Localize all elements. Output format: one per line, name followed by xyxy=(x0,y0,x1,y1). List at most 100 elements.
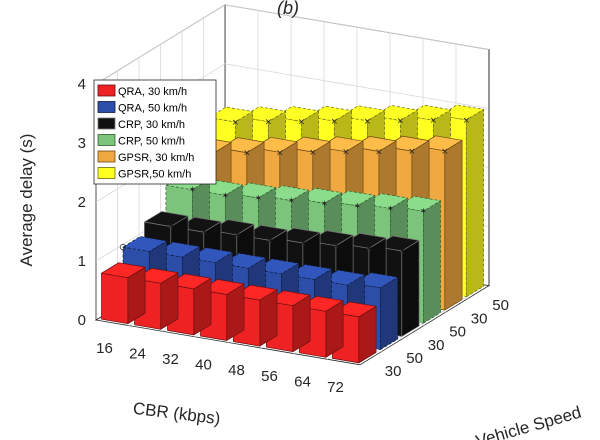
bar-marker: × xyxy=(441,147,449,157)
legend-swatch xyxy=(97,84,116,97)
bar-side-face xyxy=(465,109,484,298)
bar-side-face xyxy=(444,139,463,311)
bar-marker: × xyxy=(266,236,274,246)
depth-axis-label: Vehicle Speed xyxy=(474,403,584,440)
x-axis-label: CBR (kbps) xyxy=(132,399,222,429)
bar-marker: ✶ xyxy=(321,199,329,209)
bar xyxy=(299,295,344,358)
bar-marker: × xyxy=(265,118,273,128)
grid-line xyxy=(224,4,490,50)
z-tick-label: 4 xyxy=(78,76,86,93)
bar-marker: ✶ xyxy=(189,186,197,196)
bar xyxy=(167,273,212,336)
depth-tick-label: 30 xyxy=(471,310,488,327)
legend-label: QRA, 30 km/h xyxy=(118,86,187,98)
bar-top-face xyxy=(210,219,255,236)
x-tick-label: 32 xyxy=(162,351,179,368)
bar-marker: × xyxy=(364,117,372,127)
bar-top-face xyxy=(396,195,441,212)
legend-swatch xyxy=(97,167,116,179)
z-tick-label: 1 xyxy=(78,253,86,270)
bar-marker: ✶ xyxy=(387,205,395,215)
bar-marker: × xyxy=(397,117,405,127)
bar-top-face xyxy=(406,104,451,121)
bar-front-face xyxy=(101,272,129,325)
bar-top-face xyxy=(373,105,418,121)
bar-top-face xyxy=(200,279,245,295)
depth-tick-label: 30 xyxy=(385,363,402,380)
legend-box xyxy=(93,79,217,185)
bar-top-face xyxy=(221,252,266,269)
x-tick-label: 24 xyxy=(129,345,146,362)
legend-label: GPSR, 30 km/h xyxy=(118,152,194,164)
bar-top-face xyxy=(144,211,189,227)
bar-marker: × xyxy=(463,116,471,126)
legend-label: QRA, 50 km/h xyxy=(118,103,187,115)
bar-top-face xyxy=(243,224,288,241)
bar-marker: × xyxy=(243,149,251,159)
bar-side-face xyxy=(379,276,398,351)
bar-top-face xyxy=(208,106,253,123)
depth-tick-label: 50 xyxy=(492,297,509,314)
legend-label: GPSR,50 km/h xyxy=(118,169,191,181)
bar-marker xyxy=(119,243,127,251)
bar-marker: × xyxy=(299,239,307,249)
bar-marker: × xyxy=(398,247,406,257)
bar-top-face xyxy=(167,273,212,290)
bar-top-face xyxy=(439,104,484,121)
legend-label: CRP, 30 km/h xyxy=(118,119,185,131)
z-axis-label: Average delay (s) xyxy=(17,134,36,267)
bar-top-face xyxy=(330,190,375,207)
bar-marker: × xyxy=(342,148,350,158)
legend: QRA, 30 km/h QRA, 50 km/h CRP, 30 km/h CRP,… xyxy=(93,79,217,185)
bar-marker: ✶ xyxy=(354,202,362,212)
z-tick-label: 0 xyxy=(78,312,86,329)
legend-label: CRP, 50 km/h xyxy=(118,136,185,148)
bar xyxy=(101,262,146,325)
bar-marker: × xyxy=(331,117,339,127)
bar-top-face xyxy=(122,236,167,252)
bars-layer: ××××××××××××××××✶✶✶✶✶✶✶✶×××××××× xyxy=(101,104,484,364)
bar-marker: × xyxy=(309,148,317,158)
bar-top-face xyxy=(241,106,286,123)
bar-marker: × xyxy=(430,116,438,126)
legend-swatch xyxy=(97,134,116,146)
legend-swatch xyxy=(97,117,116,130)
bar-marker: × xyxy=(276,148,284,158)
z-tick-label: 2 xyxy=(78,194,86,211)
bar-marker: × xyxy=(200,228,208,238)
bar-marker: × xyxy=(375,147,383,157)
z-tick-label: 3 xyxy=(78,135,86,152)
depth-tick-label: 50 xyxy=(449,324,466,341)
bar-top-face xyxy=(188,247,233,264)
bar-top-face xyxy=(101,262,146,279)
bar-marker: ✶ xyxy=(255,194,263,204)
x-tick-label: 40 xyxy=(195,357,212,374)
bar-marker: × xyxy=(365,244,373,254)
legend-swatch xyxy=(97,101,116,113)
bar-top-face xyxy=(353,272,398,289)
bar-marker: ✶ xyxy=(222,191,230,201)
x-tick-label: 72 xyxy=(327,379,344,396)
x-tick-label: 64 xyxy=(294,373,311,390)
depth-tick-label: 50 xyxy=(406,350,423,367)
x-tick-label: 56 xyxy=(261,368,278,385)
bar-top-face xyxy=(264,185,309,201)
bar-marker: × xyxy=(332,242,340,252)
x-tick-label: 16 xyxy=(96,340,113,357)
bar-top-face xyxy=(231,182,276,199)
legend-swatch xyxy=(97,150,116,163)
depth-tick-label: 30 xyxy=(428,337,445,354)
bar-side-face xyxy=(423,200,441,324)
x-tick-label: 48 xyxy=(228,362,245,379)
bar-marker: × xyxy=(233,231,241,241)
chart-title: (b) xyxy=(277,0,299,18)
bar-marker: ✶ xyxy=(420,207,428,217)
bar-marker: × xyxy=(167,223,175,233)
bar-marker: × xyxy=(232,118,240,128)
bar-marker: ✶ xyxy=(288,197,296,207)
bar-marker: × xyxy=(408,147,416,157)
bar-marker: × xyxy=(298,117,306,127)
